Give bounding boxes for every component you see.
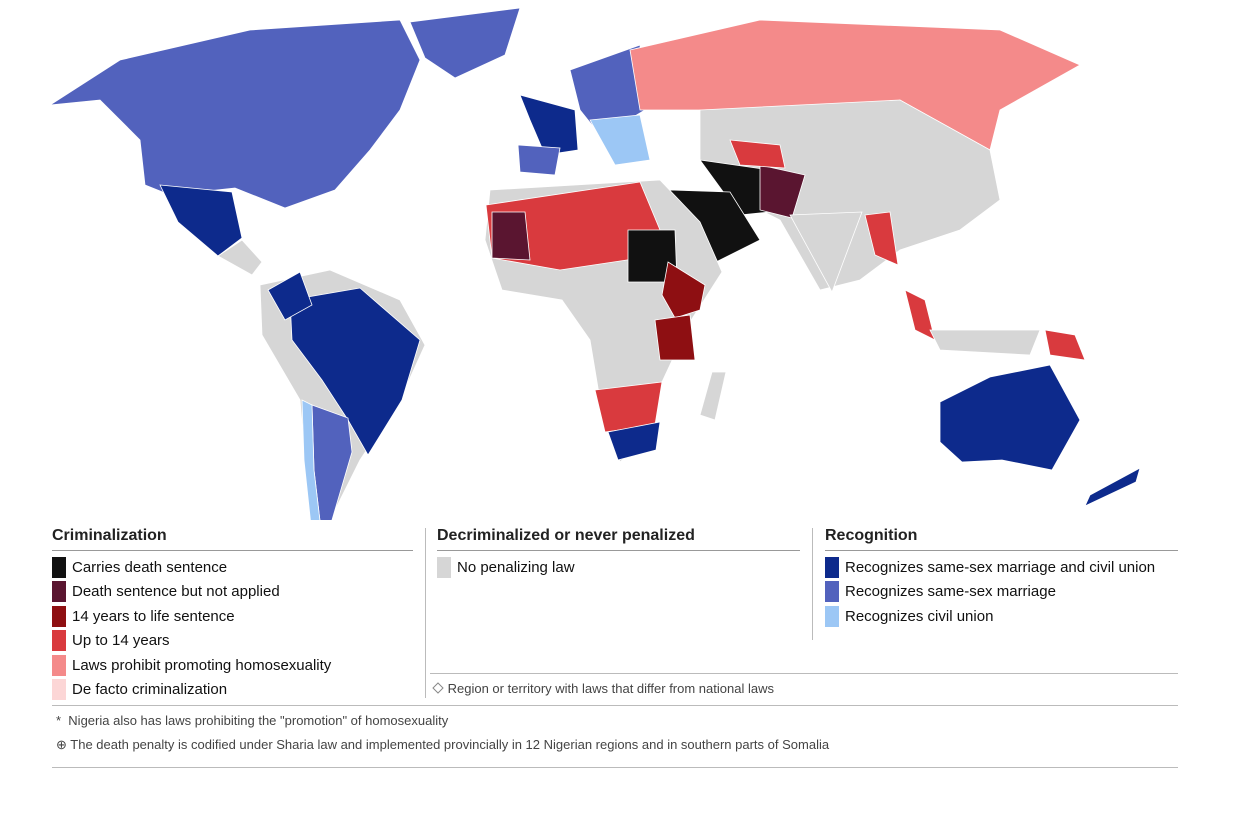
world-map	[49, 7, 1141, 520]
legend-group: Decriminalized or never penalized No pena…	[437, 524, 800, 580]
separator	[425, 528, 426, 698]
legend-label: Recognizes civil union	[845, 607, 994, 625]
indonesia	[929, 329, 1041, 356]
india	[789, 211, 863, 293]
brazil	[289, 287, 421, 456]
legend-swatch	[52, 630, 66, 652]
legend-item: Recognizes same-sex marriage and civil u…	[825, 555, 1178, 580]
legend-label: Laws prohibit promoting homosexuality	[72, 656, 332, 674]
separator	[812, 528, 813, 640]
legend-label: Carries death sentence	[72, 558, 228, 576]
east-africa	[661, 261, 706, 319]
footnote: ⊕ The death penalty is codified under Sh…	[56, 737, 829, 753]
legend-title: Decriminalized or never penalized	[437, 524, 800, 551]
tanzania	[654, 314, 696, 361]
legend-item: No penalizing law	[437, 555, 800, 580]
footnote-marker: *	[56, 713, 62, 728]
separator	[430, 673, 1178, 674]
legend-title: Recognition	[825, 524, 1178, 551]
legend-label: No penalizing law	[457, 558, 575, 576]
australia	[939, 364, 1081, 471]
legend-swatch	[52, 679, 66, 701]
legend-label: De facto criminalization	[72, 681, 228, 699]
diamond-icon	[432, 682, 444, 694]
south-africa	[607, 421, 661, 461]
legend-label: Recognizes same-sex marriage	[845, 583, 1056, 601]
legend-group: Criminalization Carries death sentence Dea…	[52, 524, 413, 702]
mauritania	[491, 211, 531, 261]
legend-label: Death sentence but not applied	[72, 583, 280, 601]
footnote: * Nigeria also has laws prohibiting the …	[56, 713, 448, 728]
legend-swatch	[52, 556, 66, 578]
separator	[52, 767, 1178, 768]
madagascar	[699, 371, 727, 421]
iberia	[517, 144, 561, 176]
greenland	[409, 7, 521, 79]
legend-label: Recognizes same-sex marriage and civil u…	[845, 558, 1156, 576]
footnote-text: The death penalty is codified under Shar…	[70, 737, 830, 752]
separator	[52, 705, 1178, 706]
legend-item: Up to 14 years	[52, 629, 413, 654]
legend-item: Laws prohibit promoting homosexuality	[52, 653, 413, 678]
legend-swatch	[437, 556, 451, 578]
legend-label: 14 years to life sentence	[72, 607, 235, 625]
footnote-text: Nigeria also has laws prohibiting the "p…	[68, 713, 449, 728]
region-note: Region or territory with laws that diffe…	[432, 681, 774, 696]
legend-title: Criminalization	[52, 524, 413, 551]
europe-west	[519, 94, 579, 156]
colombia	[267, 271, 313, 321]
legend-item: Carries death sentence	[52, 555, 413, 580]
footnote-marker: ⊕	[56, 737, 67, 752]
chile	[301, 399, 321, 520]
legend-swatch	[52, 581, 66, 603]
north-america	[49, 19, 421, 209]
legend-label: Up to 14 years	[72, 632, 170, 650]
papua-new-guinea	[1044, 329, 1086, 361]
legend-swatch	[825, 556, 839, 578]
legend-item: Recognizes same-sex marriage	[825, 580, 1178, 605]
central-america	[217, 239, 263, 276]
legend-item: Death sentence but not applied	[52, 580, 413, 605]
legend-swatch	[825, 581, 839, 603]
central-asia	[729, 139, 786, 169]
legend-swatch	[52, 605, 66, 627]
region-note-text: Region or territory with laws that diffe…	[447, 681, 774, 696]
southeast-asia	[904, 289, 936, 341]
legend-swatch	[52, 654, 66, 676]
legend-item: De facto criminalization	[52, 678, 413, 703]
europe-east	[589, 114, 651, 166]
mexico	[159, 184, 243, 257]
legend-group: Recognition Recognizes same-sex marriage …	[825, 524, 1178, 629]
legend-item: 14 years to life sentence	[52, 604, 413, 629]
new-zealand	[1084, 467, 1141, 507]
legend-item: Recognizes civil union	[825, 604, 1178, 629]
legend-swatch	[825, 605, 839, 627]
myanmar	[864, 211, 899, 266]
